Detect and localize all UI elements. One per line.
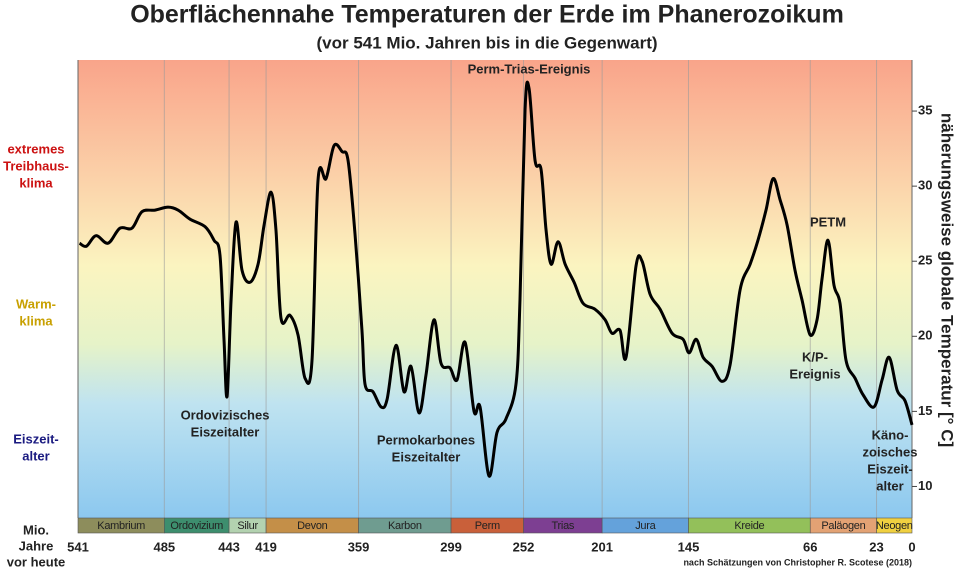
climate-zone: extremes: [7, 141, 64, 156]
climate-zone: klima: [19, 175, 53, 190]
period-label: Trias: [552, 520, 575, 532]
climate-zone: Eiszeit-: [13, 431, 59, 446]
x-tick-label: 0: [908, 539, 915, 554]
period-label: Karbon: [388, 520, 422, 532]
period-label: Kambrium: [97, 520, 145, 532]
x-tick-label: 419: [255, 539, 277, 554]
annotation: PETM: [810, 214, 846, 229]
annotation: Perm-Trias-Ereignis: [468, 61, 591, 76]
y-tick-label: 25: [918, 253, 932, 268]
annotation: Ereignis: [789, 366, 840, 381]
x-axis-label: Jahre: [19, 538, 54, 553]
annotation: Eiszeitalter: [191, 424, 260, 439]
y-tick-label: 20: [918, 328, 932, 343]
period-label: Neogen: [876, 520, 913, 532]
period-label: Perm: [475, 520, 500, 532]
annotation: Ordovizisches: [181, 407, 270, 422]
y-tick-label: 30: [918, 178, 932, 193]
climate-zone: klima: [19, 313, 53, 328]
x-tick-label: 66: [803, 539, 817, 554]
y-tick-label: 10: [918, 478, 932, 493]
annotation: Permokarbones: [377, 432, 475, 447]
climate-zone: alter: [22, 448, 49, 463]
annotation: Käno-: [872, 427, 909, 442]
climate-zone: Warm-: [16, 296, 56, 311]
x-tick-label: 541: [67, 539, 89, 554]
period-bar: [876, 517, 913, 534]
x-axis-label: Mio.: [23, 522, 49, 537]
period-label: Devon: [297, 520, 327, 532]
chart-subtitle: (vor 541 Mio. Jahren bis in die Gegenwar…: [316, 33, 657, 52]
chart-title: Oberflächennahe Temperaturen der Erde im…: [130, 1, 844, 29]
period-label: Ordovizium: [170, 520, 223, 532]
annotation: zoisches: [863, 444, 918, 459]
y-tick-label: 15: [918, 403, 932, 418]
x-tick-label: 485: [153, 539, 175, 554]
period-label: Paläogen: [821, 520, 865, 532]
annotation: Eiszeit-: [867, 461, 913, 476]
x-tick-label: 443: [218, 539, 240, 554]
source: nach Schätzungen von Christopher R. Scot…: [683, 557, 912, 567]
annotation: K/P-: [802, 349, 828, 364]
x-tick-label: 201: [591, 539, 613, 554]
x-axis-label: vor heute: [7, 554, 66, 569]
x-tick-label: 252: [513, 539, 535, 554]
x-tick-label: 145: [678, 539, 700, 554]
climate-zone: Treibhaus-: [3, 158, 69, 173]
x-tick-label: 23: [869, 539, 883, 554]
period-label: Silur: [237, 520, 258, 532]
x-tick-label: 359: [348, 539, 370, 554]
x-tick-label: 299: [440, 539, 462, 554]
annotation: Eiszeitalter: [392, 449, 461, 464]
y-axis-label: näherungsweise globale Temperatur [° C]: [938, 113, 957, 447]
y-tick-label: 35: [918, 102, 932, 117]
period-label: Jura: [635, 520, 656, 532]
period-label: Kreide: [734, 520, 764, 532]
temperature-line: [78, 80, 914, 478]
annotation: alter: [876, 478, 903, 493]
